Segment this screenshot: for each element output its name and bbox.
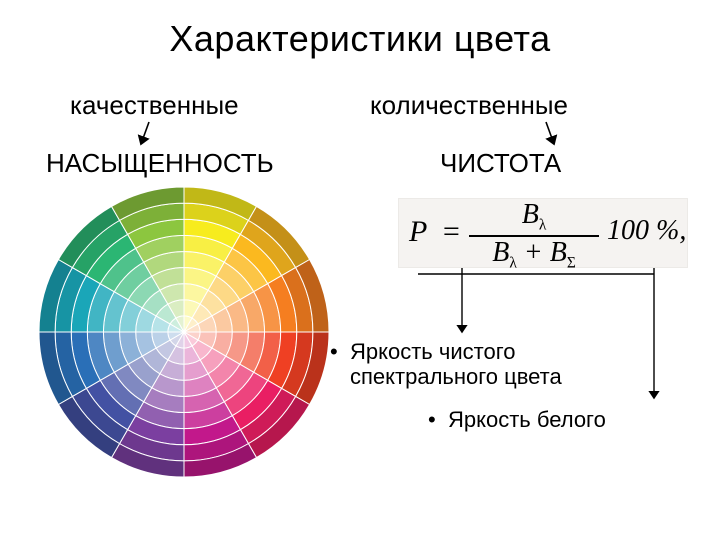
bullet-spectral-text: Яркость чистого спектрального цвета <box>350 339 562 389</box>
bullet-dot-icon: • <box>428 408 436 433</box>
formula-fraction: Bλ Bλ + BΣ <box>469 201 599 271</box>
color-wheel <box>34 182 334 482</box>
slide-title: Характеристики цвета <box>0 18 720 60</box>
bullet-dot-icon: • <box>330 340 338 365</box>
bullet-spectral-brightness: • Яркость чистого спектрального цвета <box>350 340 640 389</box>
formula-numerator: Bλ <box>469 201 599 233</box>
formula-eq: = <box>441 215 461 249</box>
formula-P: P <box>409 215 427 249</box>
label-quantitative: количественные <box>370 90 568 121</box>
label-saturation: НАСЫЩЕННОСТЬ <box>46 148 274 179</box>
bullet-white-text: Яркость белого <box>448 407 606 432</box>
slide: Характеристики цвета качественные количе… <box>0 0 720 540</box>
label-purity: ЧИСТОТА <box>440 148 561 179</box>
formula-denominator: Bλ + BΣ <box>469 239 599 271</box>
arrow-quant-to-purity <box>540 120 570 150</box>
bullet-white-brightness: • Яркость белого <box>448 408 638 433</box>
label-qualitative: качественные <box>70 90 239 121</box>
formula-tail: 100 %, <box>607 215 686 247</box>
arrow-qual-to-saturation <box>135 120 165 150</box>
formula-purity: P = Bλ Bλ + BΣ 100 %, <box>398 198 688 268</box>
